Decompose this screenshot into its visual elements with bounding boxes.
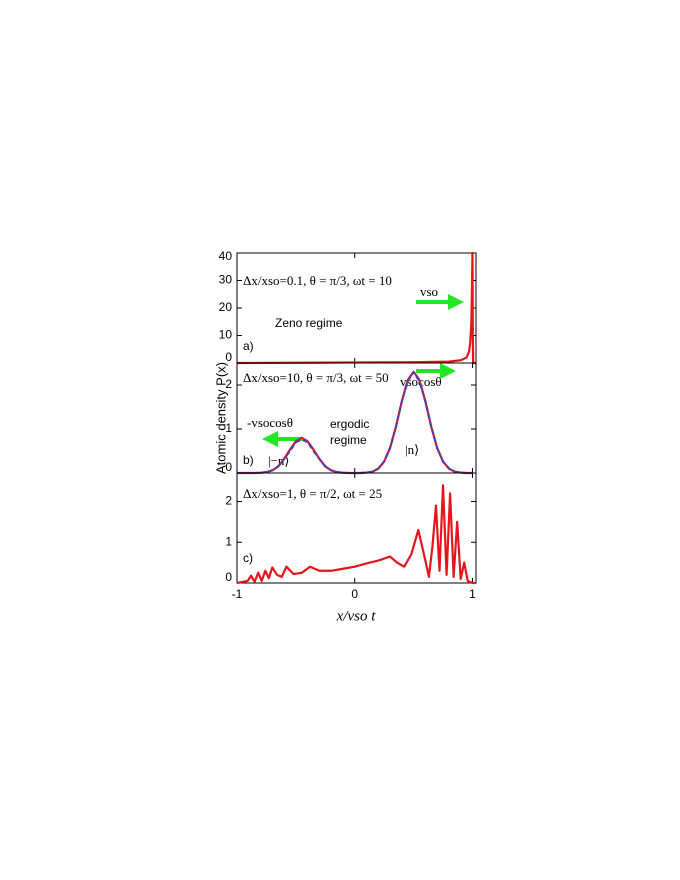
panel-label: c) (243, 551, 253, 565)
y-tick-label: 0 (225, 460, 232, 474)
y-tick-label: 20 (219, 300, 233, 314)
data-line (236, 251, 476, 365)
regime-label: Zeno regime (275, 316, 343, 330)
state-label: |n⟩ (405, 442, 419, 457)
plot-frame (236, 472, 477, 584)
state-label: |−n⟩ (268, 453, 290, 468)
x-axis-title: x/vso t (336, 608, 377, 624)
data-line (236, 484, 476, 585)
x-tick-label: 0 (351, 587, 358, 601)
y-tick-label: 2 (225, 377, 232, 391)
regime-label: ergodic (330, 417, 369, 431)
panel-params: Δx/xso=0.1, θ = π/3, ωt = 10 (243, 273, 392, 288)
y-tick-label: 30 (219, 273, 233, 287)
plot-frame (236, 252, 477, 364)
panel-label: a) (243, 339, 254, 353)
y-tick-label: 1 (225, 421, 232, 435)
panel-params: Δx/xso=10, θ = π/3, ωt = 50 (243, 370, 389, 385)
panel-params: Δx/xso=1, θ = π/2, ωt = 25 (243, 486, 382, 501)
y-axis-title: Atomic density P(x) (213, 362, 228, 474)
panel-label: b) (243, 453, 254, 467)
y-tick-label: 40 (219, 249, 233, 263)
x-tick-label: -1 (232, 587, 243, 601)
y-tick-label: 2 (225, 494, 232, 508)
x-tick-label: 1 (469, 587, 476, 601)
y-tick-label: 1 (225, 534, 232, 548)
velocity-label: vso (420, 284, 438, 299)
y-tick-label: 10 (219, 328, 233, 342)
regime-label: regime (330, 433, 367, 447)
y-tick-label: 0 (225, 350, 232, 364)
velocity-label: -vsocosθ (247, 415, 293, 430)
y-tick-label: 0 (225, 570, 232, 584)
